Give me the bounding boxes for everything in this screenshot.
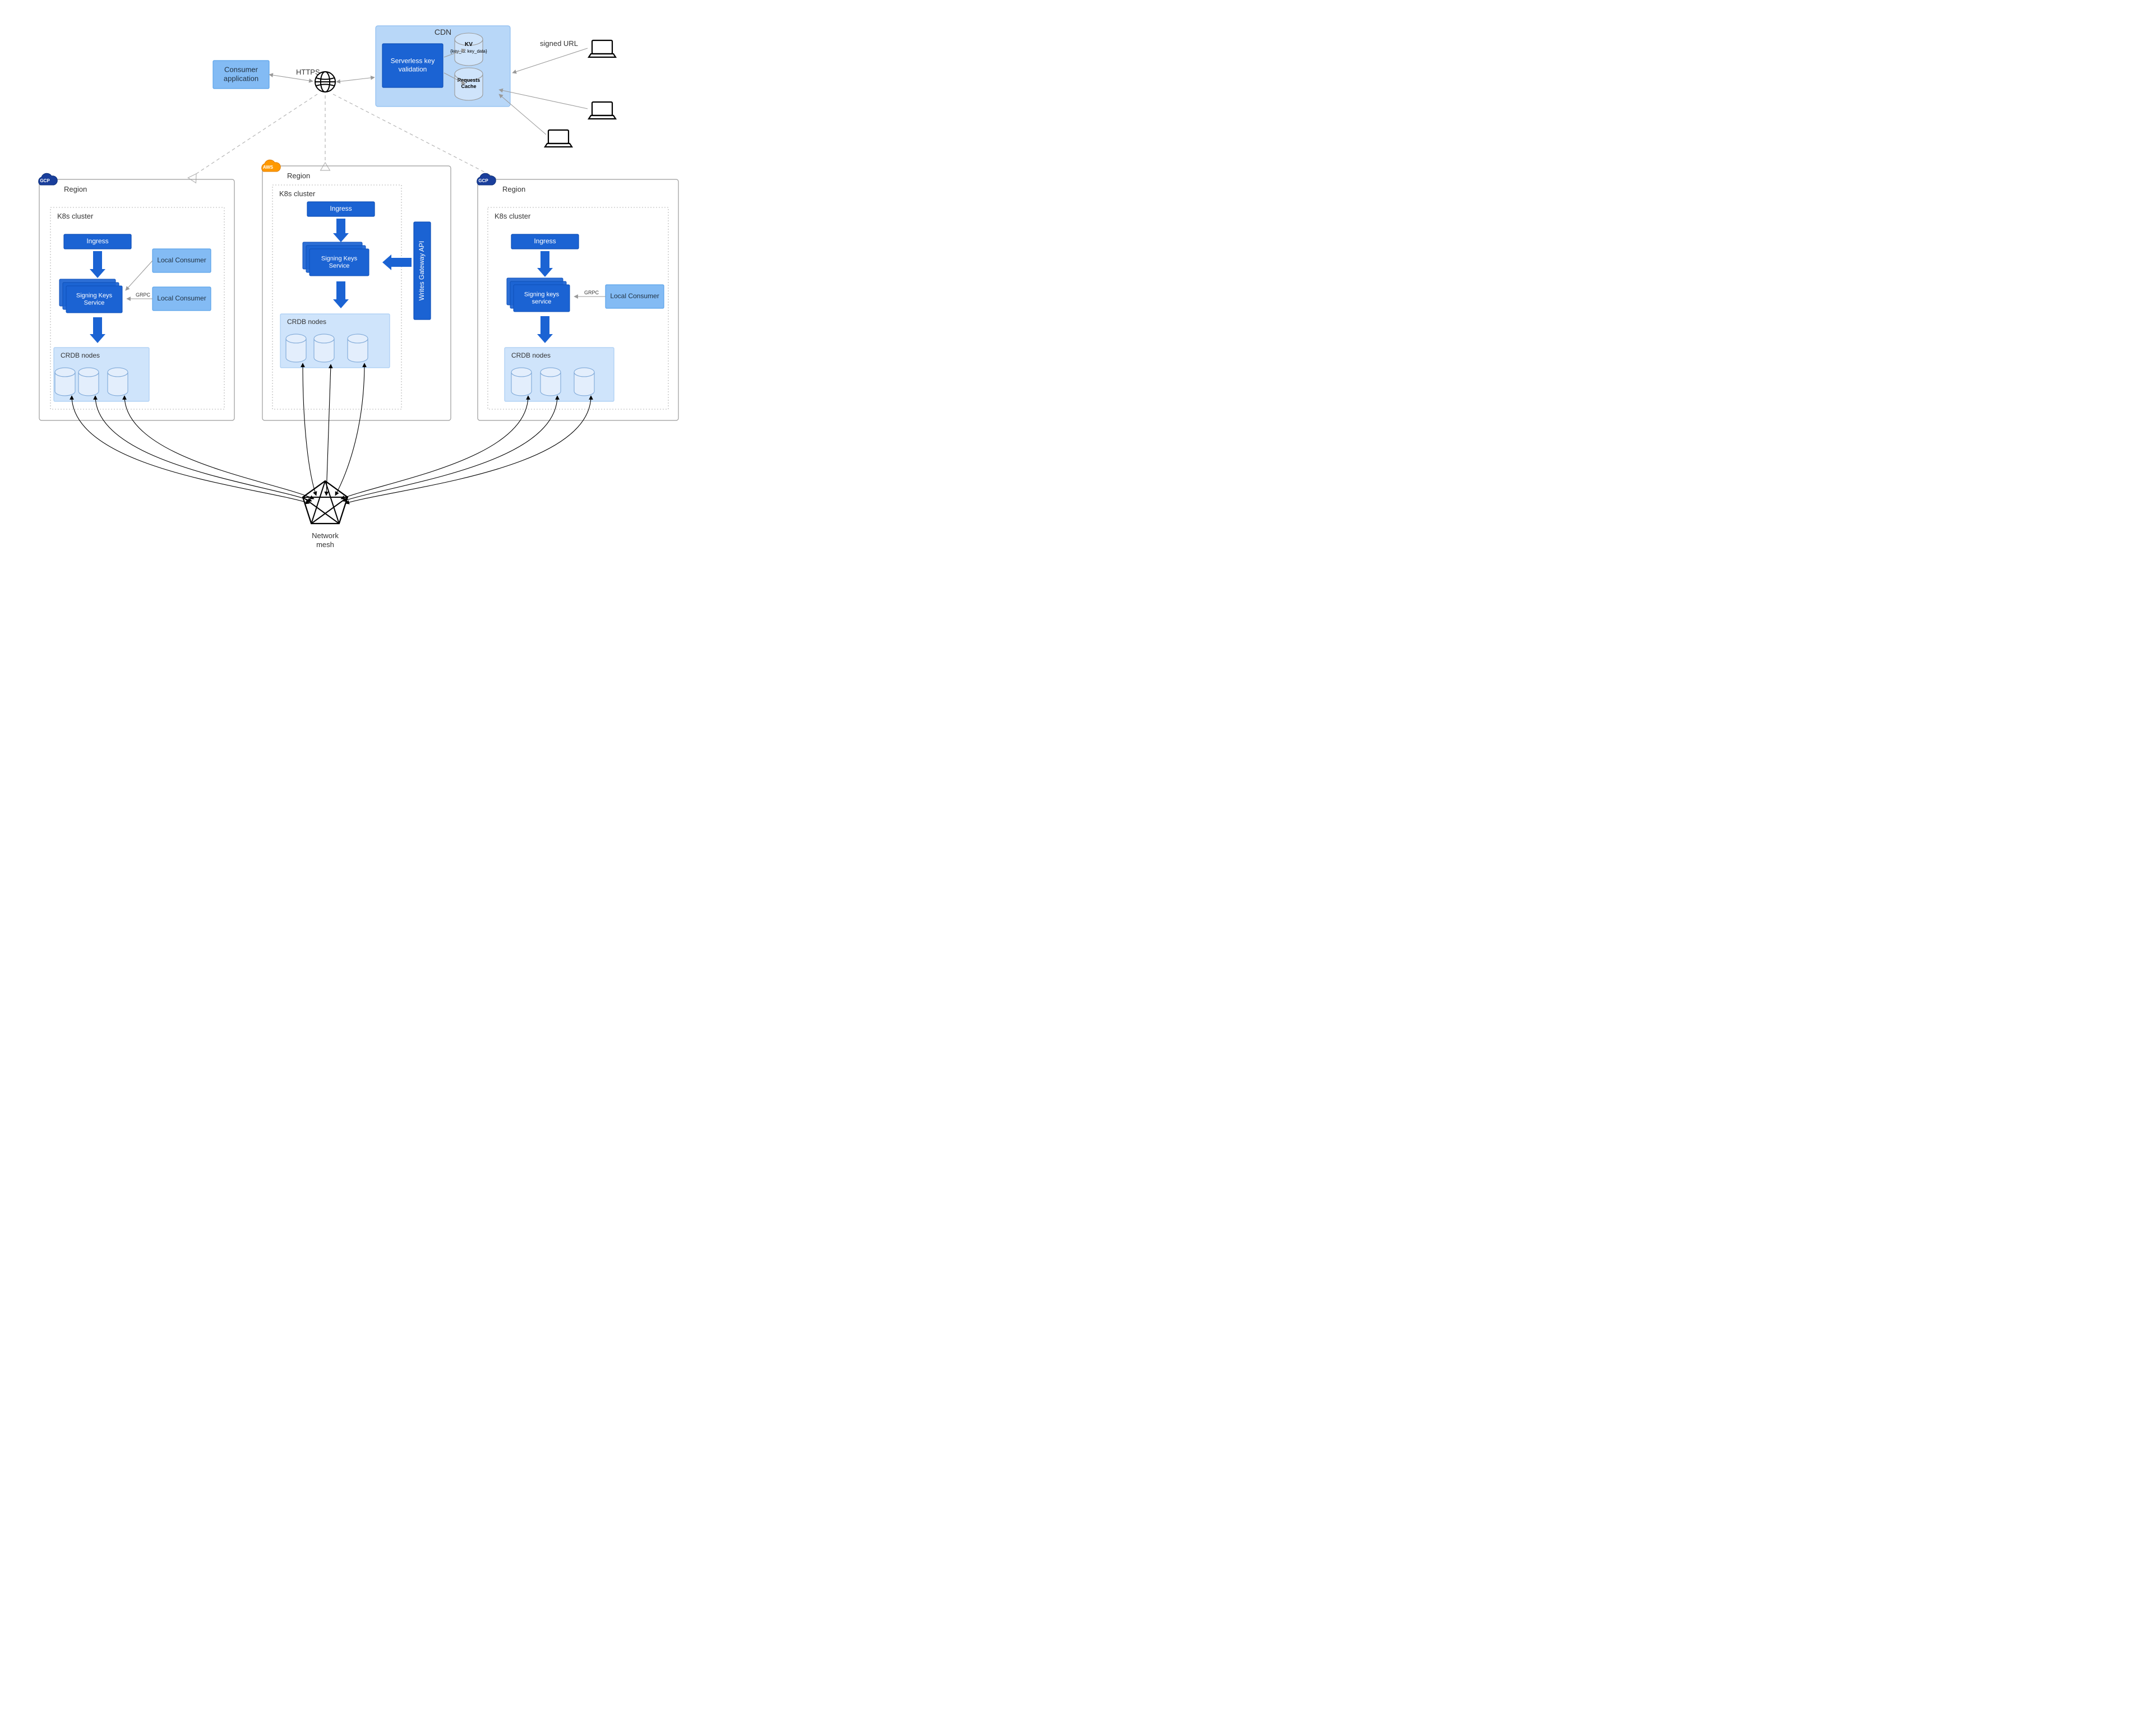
cylinder-icon	[314, 334, 334, 362]
ingress_m-label: Ingress	[330, 205, 352, 212]
k8s_right-label: K8s cluster	[495, 212, 531, 220]
cylinder-icon	[348, 334, 368, 362]
grpc_l: GRPC	[136, 292, 151, 298]
crdb_l-label: CRDB nodes	[61, 351, 100, 359]
local_cons_l2-label: Local Consumer	[157, 294, 206, 302]
cdn-title: CDN	[435, 27, 451, 36]
k8s_left-label: K8s cluster	[57, 212, 94, 220]
req-cache-label-2: Cache	[461, 84, 476, 89]
https_label: HTTPS	[296, 68, 320, 76]
grpc_r: GRPC	[584, 290, 599, 295]
req-cache-label-1: Requests	[458, 77, 481, 83]
cylinder-icon	[108, 368, 128, 396]
crdb_r-label: CRDB nodes	[511, 351, 551, 359]
sks_r-label: Signing keys	[524, 291, 560, 298]
sks_l: Signing KeysService	[59, 279, 122, 313]
local_cons_r-label: Local Consumer	[610, 292, 659, 300]
svg-text:GCP: GCP	[40, 178, 50, 183]
cylinder-icon	[78, 368, 99, 396]
region_left-label: Region	[64, 185, 87, 193]
consumer_app-label: Consumer	[224, 65, 258, 73]
serverless-label: Serverless key	[391, 57, 435, 65]
svg-text:AWS: AWS	[263, 165, 274, 170]
crdb_m-label: CRDB nodes	[287, 318, 326, 326]
sks_l-label: Service	[84, 299, 105, 306]
k8s_mid-label: K8s cluster	[279, 189, 316, 198]
kv-label: KV	[465, 41, 473, 48]
sks_m: Signing KeysService	[303, 242, 369, 276]
cylinder-icon	[55, 368, 75, 396]
ingress_r-label: Ingress	[534, 237, 556, 245]
writes-gateway-label: Writes Gateway API	[418, 241, 426, 300]
signed_url_label: signed URL	[540, 39, 578, 48]
local_cons_l1-label: Local Consumer	[157, 256, 206, 264]
svg-text:GCP: GCP	[478, 178, 488, 183]
sks_m-label: Signing Keys	[321, 255, 358, 262]
cylinder-icon	[574, 368, 594, 396]
cylinder-icon	[511, 368, 532, 396]
sks_r: Signing keysservice	[507, 278, 570, 312]
sks_l-label: Signing Keys	[76, 292, 113, 299]
sks_m-label: Service	[329, 262, 350, 269]
region_right-label: Region	[502, 185, 525, 193]
cylinder-icon	[286, 334, 306, 362]
consumer_app-label: application	[224, 75, 258, 83]
serverless-label: validation	[399, 66, 427, 73]
ingress_l-label: Ingress	[86, 237, 108, 245]
region_mid-label: Region	[287, 172, 310, 180]
network-mesh-label-1: Network	[312, 531, 339, 540]
sks_r-label: service	[532, 298, 552, 305]
network-mesh-label-2: mesh	[316, 540, 334, 549]
cylinder-icon	[540, 368, 561, 396]
